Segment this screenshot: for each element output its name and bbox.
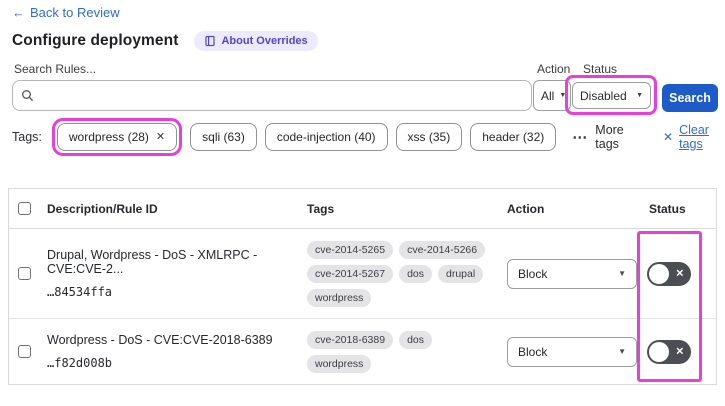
action-filter-value: All: [541, 88, 555, 103]
rule-description: Wordpress - DoS - CVE:CVE-2018-6389: [47, 333, 273, 347]
rule-tags: cve-2014-5265 cve-2014-5266 cve-2014-526…: [299, 240, 495, 307]
rule-action-dropdown[interactable]: Block ▼: [507, 258, 637, 289]
caret-down-icon: ▼: [559, 92, 567, 99]
caret-down-icon: ▼: [618, 269, 626, 278]
search-button[interactable]: Search: [662, 84, 718, 112]
rule-tag-chip: dos: [399, 330, 432, 349]
rules-table: Description/Rule ID Tags Action Status D…: [8, 188, 717, 385]
rule-id: …f82d008b: [47, 356, 113, 370]
status-filter-label: Status: [583, 62, 618, 76]
back-arrow-icon: ←: [12, 5, 25, 20]
select-all-checkbox[interactable]: [17, 202, 31, 215]
ellipsis-icon: ⋯: [572, 128, 589, 146]
about-overrides-label: About Overrides: [221, 35, 308, 47]
rule-tag-chip: cve-2014-5267: [307, 264, 394, 283]
toggle-off-x-icon: ✕: [675, 268, 684, 279]
status-filter-dropdown[interactable]: Disabled ▼: [572, 82, 651, 109]
rule-tag-chip: drupal: [438, 264, 484, 283]
toggle-off-x-icon: ✕: [675, 346, 684, 357]
row-checkbox[interactable]: [17, 267, 31, 280]
rule-id: …84534ffa: [47, 285, 113, 299]
back-to-review-link[interactable]: ← Back to Review: [12, 5, 120, 20]
rule-tag-chip: cve-2014-5265: [307, 240, 394, 259]
table-row: Wordpress - DoS - CVE:CVE-2018-6389 …f82…: [9, 319, 716, 384]
toggle-knob: [649, 341, 669, 362]
column-header-status: Status: [649, 201, 686, 216]
clear-tags-label: Clear tags: [679, 122, 709, 151]
row-checkbox[interactable]: [17, 345, 31, 358]
clear-tags-button[interactable]: ✕ Clear tags: [663, 123, 725, 151]
rule-tags: cve-2018-6389 dos wordpress: [299, 330, 495, 373]
tags-bar-label: Tags:: [12, 129, 42, 144]
table-row: Drupal, Wordpress - DoS - XMLRPC - CVE:C…: [9, 229, 716, 319]
book-icon: [204, 35, 216, 47]
tag-filter-wordpress[interactable]: wordpress (28) ✕: [56, 122, 178, 151]
rule-action-value: Block: [518, 344, 548, 359]
status-filter-value: Disabled: [580, 88, 627, 103]
rule-action-dropdown[interactable]: Block ▼: [507, 336, 637, 367]
more-tags-button[interactable]: ⋯ More tags: [572, 123, 639, 151]
rule-status-toggle[interactable]: ✕: [647, 261, 691, 286]
search-rules-label: Search Rules...: [14, 62, 97, 76]
action-filter-label: Action: [537, 62, 571, 76]
highlight-selected-tag: wordpress (28) ✕: [51, 117, 183, 156]
column-header-description: Description/Rule ID: [47, 201, 158, 216]
search-rules-input[interactable]: [40, 81, 523, 110]
table-header-row: Description/Rule ID Tags Action Status: [9, 189, 716, 229]
about-overrides-badge[interactable]: About Overrides: [194, 31, 318, 51]
back-link-label: Back to Review: [30, 5, 120, 20]
tag-filter-header[interactable]: header (32): [470, 122, 557, 151]
close-icon: ✕: [663, 129, 674, 144]
column-header-action: Action: [507, 201, 545, 216]
toggle-knob: [649, 263, 669, 284]
search-icon: [21, 89, 34, 102]
rule-tag-chip: wordpress: [307, 354, 372, 373]
tags-bar: Tags: wordpress (28) ✕ sqli (63) code-in…: [12, 117, 725, 156]
title-row: Configure deployment About Overrides: [12, 31, 318, 51]
more-tags-label: More tags: [595, 122, 624, 151]
rule-status-toggle[interactable]: ✕: [647, 339, 691, 364]
rule-tag-chip: cve-2018-6389: [307, 330, 394, 349]
tag-filter-sqli[interactable]: sqli (63): [190, 122, 257, 151]
action-filter-dropdown[interactable]: All ▼: [533, 80, 571, 111]
rule-action-value: Block: [518, 266, 548, 281]
search-box: [12, 80, 532, 111]
close-icon[interactable]: ✕: [155, 131, 166, 143]
column-header-tags: Tags: [307, 201, 335, 216]
tag-filter-code-injection[interactable]: code-injection (40): [264, 122, 388, 151]
page-title: Configure deployment: [12, 32, 179, 49]
tag-filter-xss[interactable]: xss (35): [395, 122, 463, 151]
selected-tag-label: wordpress (28): [68, 129, 149, 144]
rule-tag-chip: dos: [399, 264, 432, 283]
rule-tag-chip: cve-2014-5266: [399, 240, 486, 259]
rule-description: Drupal, Wordpress - DoS - XMLRPC - CVE:C…: [47, 248, 258, 276]
caret-down-icon: ▼: [618, 347, 626, 356]
rule-tag-chip: wordpress: [307, 288, 372, 307]
caret-down-icon: ▼: [636, 92, 643, 99]
